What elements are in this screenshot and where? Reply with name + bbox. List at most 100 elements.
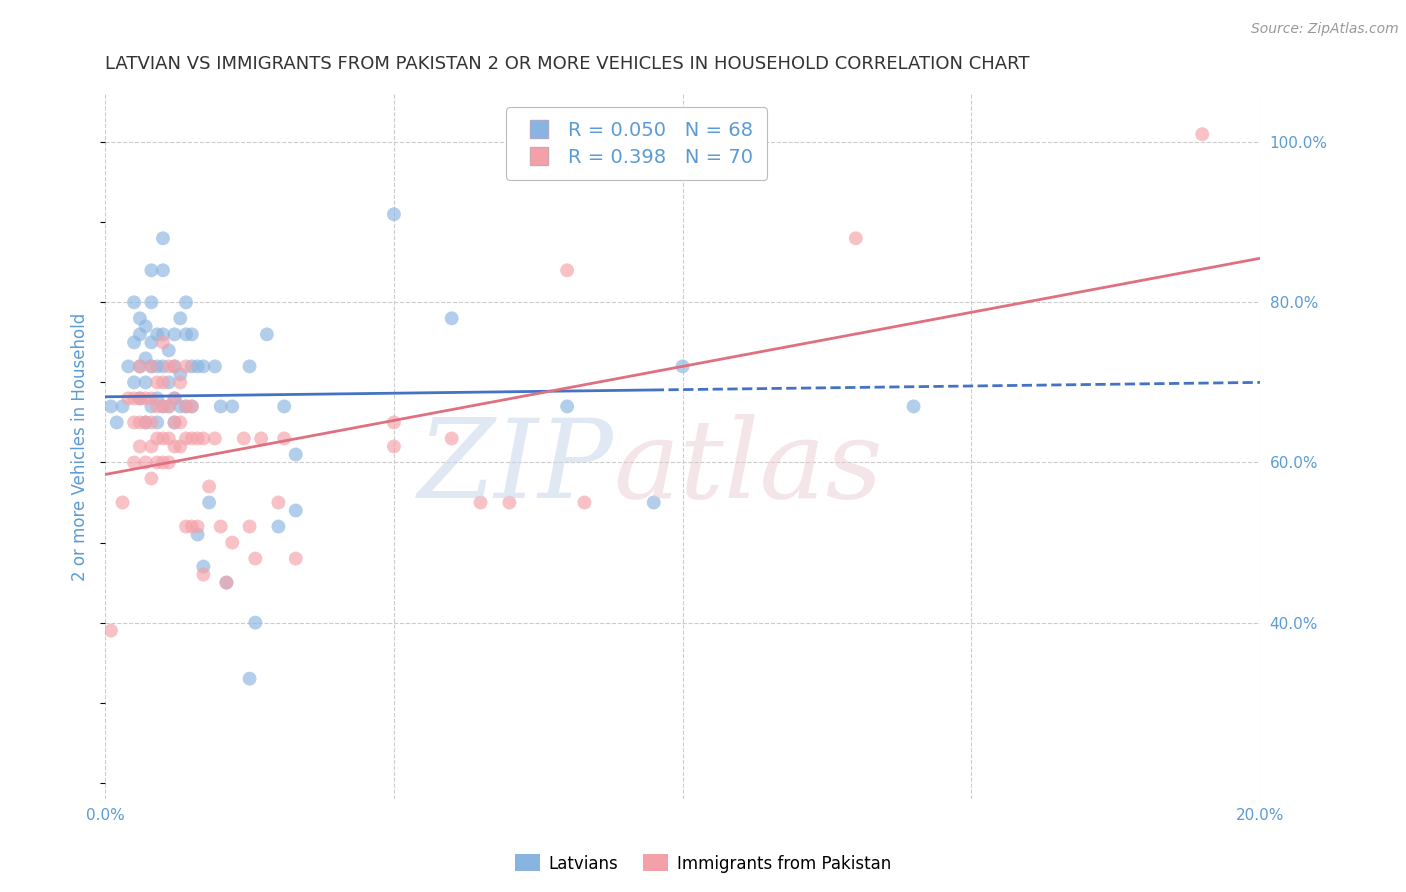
Point [157, 432, 180, 446]
Point [163, 416, 186, 430]
Point [169, 416, 191, 430]
Point [273, 432, 295, 446]
Legend: Latvians, Immigrants from Pakistan: Latvians, Immigrants from Pakistan [509, 847, 897, 880]
Point [152, 263, 174, 277]
Point [157, 455, 180, 469]
Point [152, 376, 174, 390]
Point [128, 392, 150, 406]
Point [163, 359, 186, 374]
Point [174, 519, 197, 533]
Point [245, 551, 267, 566]
Point [146, 392, 169, 406]
Point [141, 263, 163, 277]
Point [903, 400, 925, 414]
Point [157, 400, 180, 414]
Point [267, 495, 290, 509]
Point [1191, 127, 1213, 141]
Point [187, 359, 209, 374]
Point [146, 359, 169, 374]
Point [157, 343, 180, 358]
Point [193, 432, 215, 446]
Point [128, 311, 150, 326]
Point [221, 535, 243, 549]
Point [135, 319, 157, 334]
Point [574, 495, 596, 509]
Point [273, 400, 295, 414]
Point [146, 432, 169, 446]
Point [141, 359, 163, 374]
Point [135, 351, 157, 366]
Point [111, 495, 134, 509]
Point [135, 392, 157, 406]
Point [146, 376, 169, 390]
Point [141, 471, 163, 485]
Point [128, 359, 150, 374]
Point [100, 624, 122, 638]
Point [141, 359, 163, 374]
Point [238, 672, 260, 686]
Point [163, 392, 186, 406]
Point [440, 432, 463, 446]
Point [284, 551, 307, 566]
Point [141, 392, 163, 406]
Point [174, 327, 197, 342]
Point [169, 376, 191, 390]
Point [128, 416, 150, 430]
Point [135, 416, 157, 430]
Point [232, 432, 254, 446]
Text: LATVIAN VS IMMIGRANTS FROM PAKISTAN 2 OR MORE VEHICLES IN HOUSEHOLD CORRELATION : LATVIAN VS IMMIGRANTS FROM PAKISTAN 2 OR… [105, 55, 1029, 73]
Point [128, 440, 150, 454]
Point [163, 440, 186, 454]
Point [204, 359, 226, 374]
Point [256, 327, 278, 342]
Point [643, 495, 665, 509]
Point [169, 311, 191, 326]
Point [238, 519, 260, 533]
Point [135, 455, 157, 469]
Point [152, 400, 174, 414]
Point [169, 400, 191, 414]
Point [215, 575, 238, 590]
Point [122, 455, 145, 469]
Point [180, 327, 202, 342]
Point [382, 207, 405, 221]
Text: ZIP: ZIP [418, 414, 613, 521]
Point [122, 416, 145, 430]
Point [122, 295, 145, 310]
Point [163, 392, 186, 406]
Point [117, 359, 139, 374]
Point [146, 327, 169, 342]
Point [128, 392, 150, 406]
Point [152, 327, 174, 342]
Point [193, 567, 215, 582]
Point [169, 368, 191, 382]
Point [555, 263, 578, 277]
Point [146, 400, 169, 414]
Legend: R = 0.050   N = 68, R = 0.398   N = 70: R = 0.050 N = 68, R = 0.398 N = 70 [506, 107, 766, 180]
Point [152, 432, 174, 446]
Point [180, 400, 202, 414]
Point [122, 392, 145, 406]
Point [180, 400, 202, 414]
Point [152, 231, 174, 245]
Point [141, 400, 163, 414]
Point [209, 400, 232, 414]
Point [555, 400, 578, 414]
Point [284, 503, 307, 517]
Point [128, 327, 150, 342]
Point [284, 447, 307, 461]
Point [141, 416, 163, 430]
Point [245, 615, 267, 630]
Point [146, 416, 169, 430]
Point [128, 359, 150, 374]
Point [100, 400, 122, 414]
Point [169, 440, 191, 454]
Point [141, 440, 163, 454]
Point [382, 440, 405, 454]
Point [193, 359, 215, 374]
Point [470, 495, 492, 509]
Y-axis label: 2 or more Vehicles in Household: 2 or more Vehicles in Household [72, 312, 89, 581]
Point [157, 400, 180, 414]
Point [117, 392, 139, 406]
Point [204, 432, 226, 446]
